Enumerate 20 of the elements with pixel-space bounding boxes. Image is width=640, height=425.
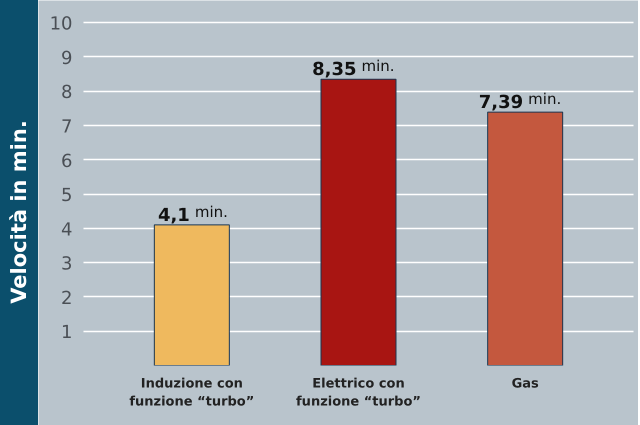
x-tick-label: Elettrico con funzione “turbo” [296,376,421,410]
data-label: 4,1 min. [158,202,228,226]
x-tick-label: Induzione con funzione “turbo” [129,376,254,410]
x-tick-label: Gas [512,376,540,392]
data-label: 8,35 min. [312,57,395,80]
y-tick-label: 6 [61,150,72,172]
bar [320,78,396,366]
bar [487,112,564,366]
y-tick-label: 1 [61,322,72,344]
y-tick-label: 5 [61,185,72,206]
y-tick-label: 4 [61,219,72,240]
y-tick-label: 2 [61,288,72,309]
y-tick-label: 3 [61,254,72,275]
y-tick-label: 10 [50,14,72,35]
y-tick-label: 8 [61,82,72,104]
y-axis-title: Velocità in min. [6,120,32,304]
bar [154,224,230,366]
y-tick-label: 9 [61,48,72,69]
y-tick-label: 7 [61,116,72,138]
data-label: 7,39 min. [478,90,562,114]
